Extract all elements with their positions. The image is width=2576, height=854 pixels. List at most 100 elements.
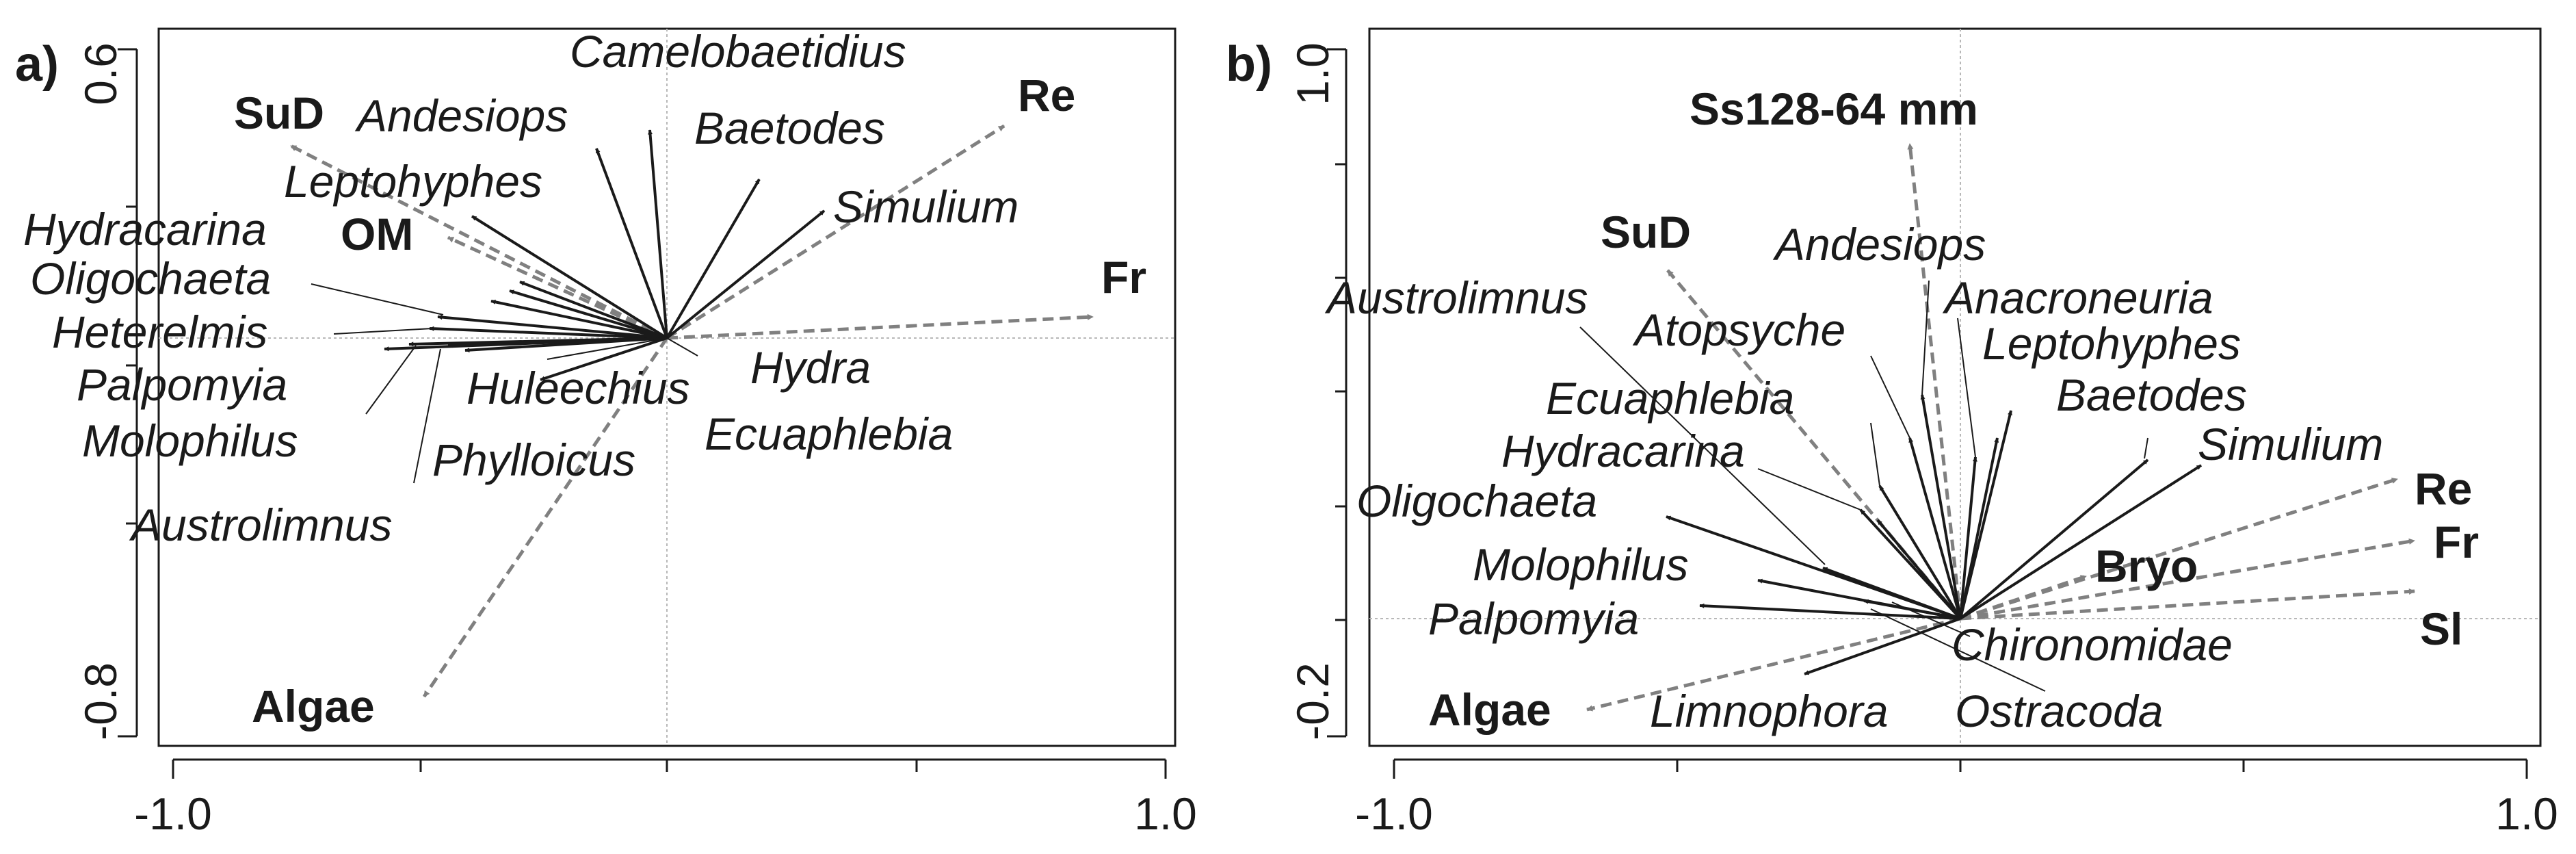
panel-a-species-arrow-camelobaetidius: [648, 129, 668, 339]
panel-a-species-label-molophilus: Molophilus: [82, 415, 298, 466]
panel-a-species-label-baetodes: Baetodes: [694, 103, 885, 153]
panel-b-species-label-anacroneuria: Anacroneuria: [1942, 272, 2213, 323]
panel-b-species-arrow-ecuaphlebia: [1878, 484, 1962, 620]
panel-a-x-tick-label-left: -1.0: [134, 788, 212, 839]
panel-b-species-label-molophilus: Molophilus: [1473, 539, 1689, 590]
panel-a-leader-heterelmis: [333, 328, 433, 335]
panel-b-x-tick-label-left: -1.0: [1355, 788, 1433, 839]
panel-b-env-label-algae: Algae: [1428, 684, 1551, 735]
panel-b-x-tick-label-right: 1.0: [2495, 788, 2558, 839]
panel-b-env-label-fr: Fr: [2434, 517, 2479, 567]
panel-b-env-arrow-fr: [1960, 538, 2415, 621]
panel-b-species-label-limnophora: Limnophora: [1650, 686, 1889, 736]
panel-a-species-arrow-heterelmis: [429, 326, 668, 339]
panel-a-species-arrow-ecuaphlebia: [490, 299, 668, 339]
panel-b-species-arrow-chironomidae: [1822, 567, 1961, 620]
panel-a-species-label-heterelmis: Heterelmis: [52, 307, 267, 357]
panel-a-species-label-austrolimnus: Austrolimnus: [129, 500, 392, 550]
panel-a-species-label-leptohyphes: Leptohyphes: [284, 156, 542, 207]
panel-b-species-arrow-baetodes: [1959, 437, 1999, 619]
panel-a-leader-oligochaeta: [311, 283, 444, 315]
panel-a-leader-hydra: [666, 337, 698, 357]
panel-a-species-label-camelobaetidius: Camelobaetidius: [570, 26, 906, 77]
panel-b-species-arrow-austrolimnus: [1876, 519, 1962, 620]
panel-b-species-arrow-anacroneuria: [1959, 456, 1977, 619]
panel-a-species-label-oligochaeta: Oligochaeta: [30, 253, 271, 304]
panel-a-env-arrow-re: [666, 124, 1006, 340]
panel-b-env-label-bryo: Bryo: [2095, 541, 2198, 591]
panel-a-species-arrow-huleechius: [540, 337, 668, 381]
panel-a-leader-austrolimnus: [413, 348, 441, 484]
panel-b-species-arrow-andesiops: [1920, 394, 1962, 619]
panel-a-label: a): [15, 37, 59, 92]
panel-b-species-label-ecuaphlebia: Ecuaphlebia: [1546, 373, 1794, 424]
panel-b-leader-chironomidae: [1891, 601, 1971, 637]
panel-b-leader-austrolimnus: [1579, 326, 1826, 565]
panel-a-species-label-ecuaphlebia: Ecuaphlebia: [705, 409, 953, 459]
panel-b-species-arrow-palpomyia: [1699, 603, 1961, 620]
panel-b-leader-ecuaphlebia: [1870, 422, 1880, 487]
panel-b-leader-anacroneuria: [1957, 318, 1976, 458]
panel-b-leader-hydracarina: [1757, 468, 1861, 510]
panel-b-y-tick-label-bottom: -0.2: [1287, 662, 1338, 740]
panel-b-species-label-hydracarina: Hydracarina: [1501, 426, 1745, 476]
panel-a-env-label-fr: Fr: [1101, 252, 1146, 302]
panel-a-species-arrow-andesiops: [595, 148, 668, 339]
panel-a-env-arrow-fr: [666, 313, 1094, 340]
panel-b-plot-frame: [1368, 27, 2542, 747]
panel-a-ordination-plot: a) -1.0 1.0 0.6 -0.8: [15, 26, 1197, 839]
panel-b-leader-ostracoda: [1870, 608, 2046, 692]
panel-b-species-label-leptohyphes: Leptohyphes: [1982, 318, 2241, 369]
panel-b-species-label-chironomidae: Chironomidae: [1951, 619, 2233, 670]
panel-a-species-arrow-baetodes: [666, 178, 761, 339]
panel-b-species-arrow-atopsyche: [1908, 437, 1962, 619]
panel-b-species-label-palpomyia: Palpomyia: [1428, 593, 1639, 644]
panel-b-env-label-ss128-64: Ss128-64 mm: [1690, 83, 1978, 134]
panel-b-y-tick-label-top: 1.0: [1287, 42, 1338, 105]
panel-b-leader-andesiops: [1921, 280, 1930, 396]
panel-a-species-label-phylloicus: Phylloicus: [432, 435, 635, 485]
panel-b-species-label-ostracoda: Ostracoda: [1955, 686, 2163, 736]
panel-a-env-arrow-algae: [422, 337, 669, 698]
panel-b-species-label-oligochaeta: Oligochaeta: [1356, 476, 1597, 526]
panel-a-species-label-palpomyia: Palpomyia: [77, 359, 287, 410]
panel-a-species-arrow-phylloicus: [464, 337, 668, 353]
panel-b-env-label-re: Re: [2415, 463, 2472, 514]
panel-b-env-arrow-bryo: [1960, 574, 2087, 621]
panel-b-ordination-plot: b) -1.0 1.0 1.0 -0.2: [1226, 27, 2558, 839]
panel-a-env-label-re: Re: [1018, 70, 1075, 120]
panel-b-species-label-austrolimnus: Austrolimnus: [1324, 272, 1588, 323]
panel-b-species-label-baetodes: Baetodes: [2056, 370, 2247, 420]
panel-a-species-arrow-simulium: [666, 209, 826, 339]
panel-a-env-label-algae: Algae: [252, 681, 375, 732]
panel-a-env-arrow-om: [447, 235, 668, 340]
panel-b-env-arrow-ss128-64: [1907, 143, 1962, 619]
panel-a-y-tick-label-bottom: -0.8: [75, 662, 126, 740]
panel-b-species-label-atopsyche: Atopsyche: [1632, 305, 1845, 355]
panel-a-x-tick-label-right: 1.0: [1134, 788, 1197, 839]
panel-a-species-label-huleechius: Huleechius: [466, 363, 690, 413]
panel-b-env-label-sl: Sl: [2420, 604, 2462, 654]
panel-b-env-label-sud: SuD: [1601, 207, 1691, 257]
panel-b-species-label-andesiops: Andesiops: [1772, 219, 1986, 270]
panel-b-leader-baetodes: [2144, 437, 2148, 459]
panel-a-species-label-hydracarina: Hydracarina: [23, 204, 267, 255]
panel-a-leader-molophilus: [365, 345, 417, 415]
panel-a-species-arrow-hydracarina: [519, 281, 668, 339]
panel-b-leader-atopsyche: [1870, 355, 1910, 439]
panel-a-species-arrow-leptohyphes: [471, 215, 668, 339]
panel-b-env-arrow-algae: [1586, 617, 1961, 712]
panel-b-env-arrow-sl: [1960, 588, 2415, 621]
panel-b-species-arrow-simulium-2: [1959, 458, 2149, 620]
panel-a-y-tick-label-top: 0.6: [75, 42, 126, 105]
panel-a-species-label-andesiops: Andesiops: [354, 90, 568, 141]
panel-b-species-arrow-limnophora: [1804, 617, 1961, 675]
panel-a-species-label-hydra: Hydra: [750, 342, 871, 393]
panel-a-env-label-om: OM: [341, 209, 413, 259]
panel-a-leader-huleechius: [547, 337, 668, 360]
panel-a-species-label-simulium: Simulium: [833, 181, 1018, 232]
panel-a-species-arrow-hydra: [509, 289, 668, 339]
panel-b-species-arrow-ostracoda: [1863, 599, 1961, 620]
panel-b-species-arrow-simulium: [1959, 464, 2203, 620]
